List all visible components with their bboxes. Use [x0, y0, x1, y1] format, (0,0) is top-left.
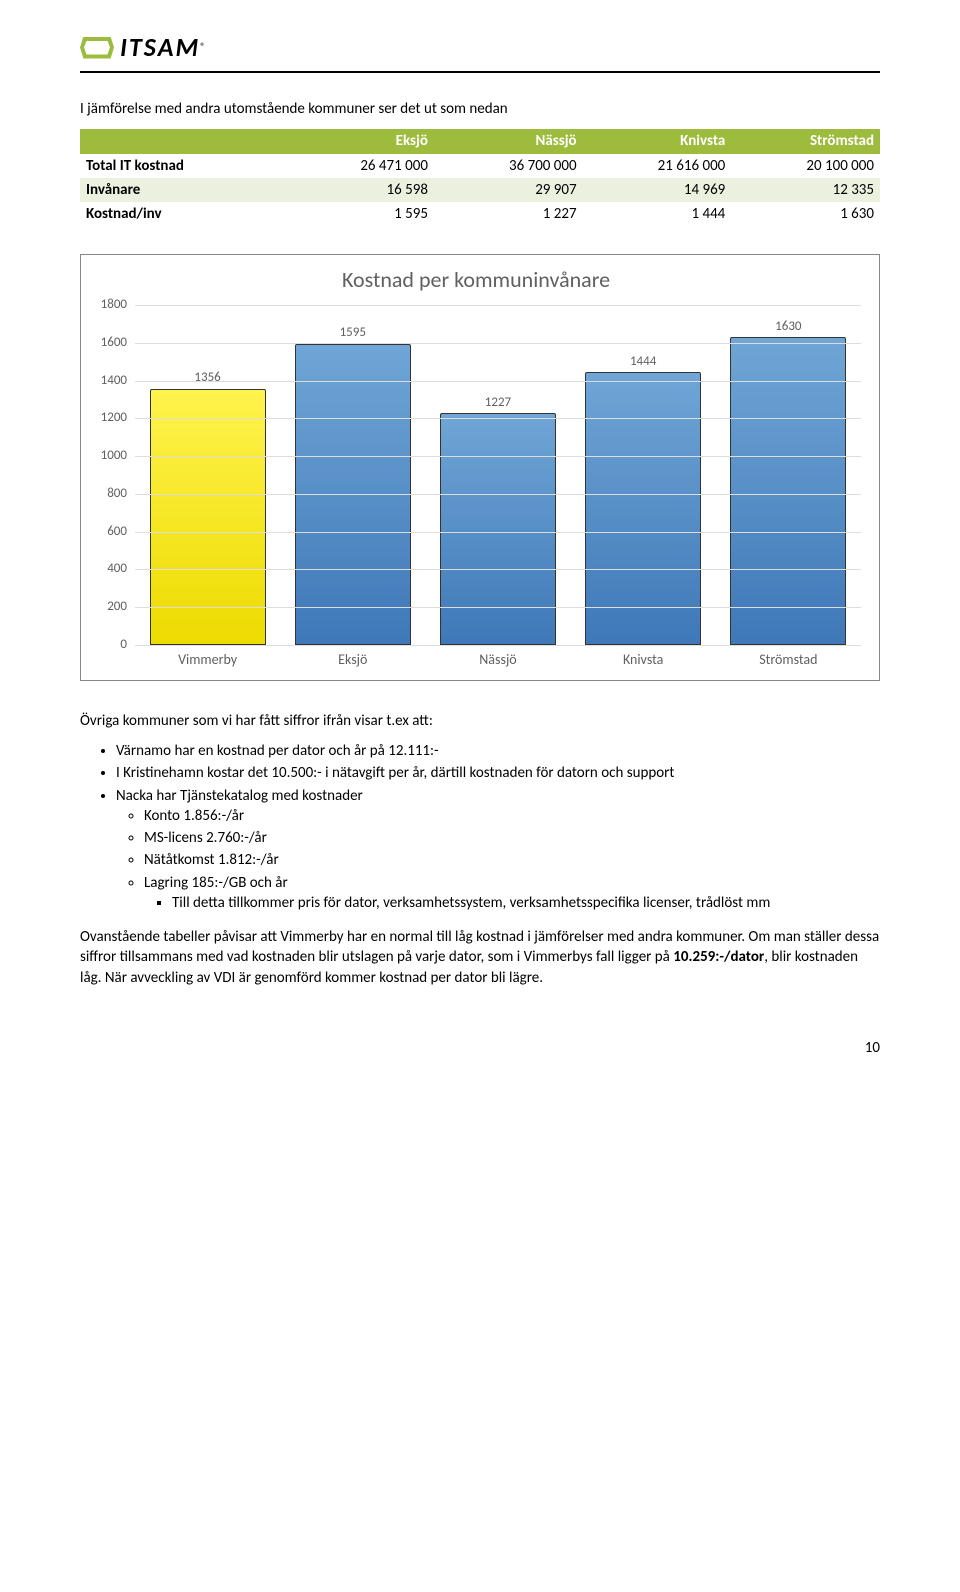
- x-tick-label: Eksjö: [295, 651, 411, 670]
- bar: [730, 337, 846, 645]
- gridline: [135, 645, 861, 646]
- closing-bold: 10.259:-/dator: [673, 948, 764, 966]
- y-tick-label: 1000: [101, 447, 127, 465]
- table-cell: 36 700 000: [434, 154, 583, 178]
- table-cell: 16 598: [285, 178, 434, 202]
- table-cell: 20 100 000: [731, 154, 880, 178]
- x-tick-label: Knivsta: [585, 651, 701, 670]
- table-header: [80, 129, 285, 153]
- gridline: [135, 532, 861, 533]
- logo-hex-icon: [80, 37, 114, 59]
- logo-text: ITSAM®: [120, 30, 205, 65]
- gridline: [135, 418, 861, 419]
- list-item: Värnamo har en kostnad per dator och år …: [116, 741, 880, 761]
- gridline: [135, 305, 861, 306]
- gridline: [135, 343, 861, 344]
- table-cell: 14 969: [583, 178, 732, 202]
- chart-bars: 1356 1595 1227 1444 1630: [135, 305, 861, 645]
- bar-wrap: 1630: [730, 305, 846, 645]
- table-cell: 1 227: [434, 202, 583, 226]
- y-tick-label: 600: [107, 523, 127, 541]
- sub-sub-list: Till detta tillkommer pris för dator, ve…: [144, 893, 880, 913]
- list-item: Lagring 185:-/GB och år Till detta tillk…: [144, 873, 880, 914]
- bar-value-label: 1630: [775, 318, 801, 336]
- bar: [585, 372, 701, 645]
- bar-wrap: 1227: [440, 305, 556, 645]
- intro-text: I jämförelse med andra utomstående kommu…: [80, 99, 880, 119]
- gridline: [135, 607, 861, 608]
- y-tick-label: 400: [107, 561, 127, 579]
- bar: [440, 413, 556, 645]
- y-tick-label: 0: [120, 636, 127, 654]
- table-row: Total IT kostnad26 471 00036 700 00021 6…: [80, 154, 880, 178]
- bar-wrap: 1356: [150, 305, 266, 645]
- row-label: Kostnad/inv: [80, 202, 285, 226]
- y-tick-label: 1800: [101, 296, 127, 314]
- header-divider: [80, 71, 880, 73]
- table-header: Knivsta: [583, 129, 732, 153]
- gridline: [135, 494, 861, 495]
- bar-value-label: 1356: [194, 369, 220, 387]
- table-row: Invånare16 59829 90714 96912 335: [80, 178, 880, 202]
- chart-plot-area: 020040060080010001200140016001800 135615…: [135, 305, 861, 645]
- logo: ITSAM®: [80, 30, 880, 65]
- y-tick-label: 1400: [101, 372, 127, 390]
- bar-wrap: 1444: [585, 305, 701, 645]
- list-item: I Kristinehamn kostar det 10.500:- i nät…: [116, 763, 880, 783]
- gridline: [135, 456, 861, 457]
- sub-list: Konto 1.856:-/år MS-licens 2.760:-/år Nä…: [116, 806, 880, 913]
- bar-wrap: 1595: [295, 305, 411, 645]
- list-item-text: Lagring 185:-/GB och år: [144, 874, 288, 892]
- bullet-list: Värnamo har en kostnad per dator och år …: [80, 741, 880, 913]
- table-header: Nässjö: [434, 129, 583, 153]
- table-header-row: Eksjö Nässjö Knivsta Strömstad: [80, 129, 880, 153]
- closing-paragraph: Ovanstående tabeller påvisar att Vimmerb…: [80, 927, 880, 988]
- x-tick-label: Nässjö: [440, 651, 556, 670]
- y-tick-label: 1600: [101, 334, 127, 352]
- comparison-table: Eksjö Nässjö Knivsta Strömstad Total IT …: [80, 129, 880, 226]
- chart-y-labels: 020040060080010001200140016001800: [91, 305, 131, 645]
- table-cell: 12 335: [731, 178, 880, 202]
- table-row: Kostnad/inv1 5951 2271 4441 630: [80, 202, 880, 226]
- bar-value-label: 1595: [340, 324, 366, 342]
- gridline: [135, 381, 861, 382]
- table-header: Eksjö: [285, 129, 434, 153]
- list-item: Nätåtkomst 1.812:-/år: [144, 850, 880, 870]
- gridline: [135, 569, 861, 570]
- chart-x-labels: Vimmerby Eksjö Nässjö Knivsta Strömstad: [135, 651, 861, 670]
- y-tick-label: 800: [107, 485, 127, 503]
- list-item: Nacka har Tjänstekatalog med kostnader K…: [116, 786, 880, 914]
- logo-word: ITSAM: [120, 31, 200, 63]
- table-cell: 29 907: [434, 178, 583, 202]
- logo-reg: ®: [200, 40, 205, 53]
- bar-value-label: 1227: [485, 394, 511, 412]
- page-number: 10: [80, 1038, 880, 1058]
- paragraph: Övriga kommuner som vi har fått siffror …: [80, 711, 880, 731]
- row-label: Total IT kostnad: [80, 154, 285, 178]
- x-tick-label: Vimmerby: [150, 651, 266, 670]
- list-item-text: Nacka har Tjänstekatalog med kostnader: [116, 787, 363, 805]
- list-item: Konto 1.856:-/år: [144, 806, 880, 826]
- y-tick-label: 1200: [101, 410, 127, 428]
- table-header: Strömstad: [731, 129, 880, 153]
- chart-title: Kostnad per kommuninvånare: [91, 265, 861, 295]
- table-cell: 1 595: [285, 202, 434, 226]
- list-item: Till detta tillkommer pris för dator, ve…: [172, 893, 880, 913]
- table-cell: 26 471 000: [285, 154, 434, 178]
- y-tick-label: 200: [107, 598, 127, 616]
- table-cell: 1 630: [731, 202, 880, 226]
- table-cell: 1 444: [583, 202, 732, 226]
- x-tick-label: Strömstad: [730, 651, 846, 670]
- bar-value-label: 1444: [630, 353, 656, 371]
- row-label: Invånare: [80, 178, 285, 202]
- list-item: MS-licens 2.760:-/år: [144, 828, 880, 848]
- cost-chart: Kostnad per kommuninvånare 0200400600800…: [80, 254, 880, 681]
- table-cell: 21 616 000: [583, 154, 732, 178]
